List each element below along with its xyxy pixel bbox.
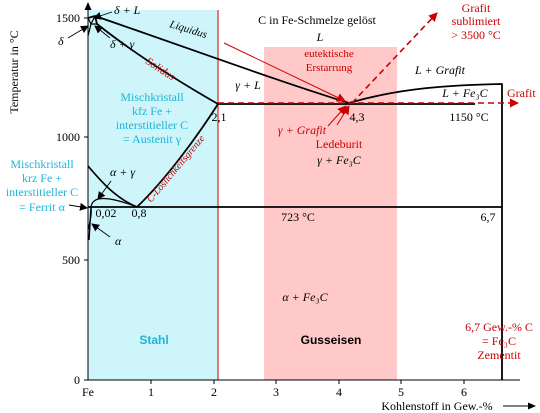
austenit-line: interstitieller C bbox=[116, 118, 188, 132]
austenit-label: Mischkristall kfz Fe + interstitieller C… bbox=[116, 90, 188, 146]
x-axis-title: Kohlenstoff in Gew.-% bbox=[381, 399, 492, 413]
x-tick-label: 3 bbox=[273, 385, 279, 399]
ledeburit-label: Ledeburit bbox=[316, 137, 363, 151]
steel-region-fill bbox=[88, 10, 218, 380]
zementit-line: = Fe₃C bbox=[482, 334, 516, 348]
gamma-L-label: γ + L bbox=[235, 78, 261, 92]
y-tick-label: 500 bbox=[62, 253, 80, 267]
gusseisen-label: Gusseisen bbox=[301, 333, 362, 347]
x-tick-label: 2 bbox=[211, 385, 217, 399]
y-axis-title: Temperatur in °C bbox=[7, 30, 21, 113]
grafit-arrow-label: Grafit bbox=[507, 86, 536, 100]
zementit-label: 6,7 Gew.-% C = Fe₃C Zementit bbox=[465, 320, 533, 362]
zementit-line: 6,7 Gew.-% C bbox=[465, 320, 533, 334]
x-axis-arrow-icon bbox=[528, 402, 536, 410]
grafit-sublimiert-line: Grafit bbox=[462, 1, 491, 15]
stahl-label: Stahl bbox=[139, 333, 168, 347]
gamma-grafit-arrow bbox=[327, 105, 347, 127]
x-tick-label: Fe bbox=[82, 385, 94, 399]
alpha-fe3c-label: α + Fe₃C bbox=[282, 290, 328, 304]
ferrit-line: Mischkristall bbox=[10, 157, 74, 171]
x-tick-label: 1 bbox=[148, 385, 154, 399]
ferrit-line: interstitieller C bbox=[6, 185, 78, 199]
delta-L-label: δ + L bbox=[114, 3, 141, 17]
delta-label: δ bbox=[58, 34, 64, 48]
delta-gamma-arrow bbox=[94, 25, 111, 39]
liquidus-fe3c-line bbox=[348, 83, 503, 380]
alpha-gamma-arrow bbox=[97, 180, 112, 200]
eutektisch-label: eutektische Erstarrung bbox=[304, 48, 354, 74]
value-0-8: 0,8 bbox=[132, 206, 147, 220]
x-tick-label: 4 bbox=[336, 385, 342, 399]
L-fe3c-label: L + Fe₃C bbox=[441, 86, 488, 100]
y-tick-label: 0 bbox=[74, 373, 80, 387]
sublimation-dashed-arrow bbox=[351, 12, 438, 104]
value-4-3: 4,3 bbox=[350, 110, 365, 124]
value-0-02: 0,02 bbox=[96, 206, 117, 220]
y-tick-label: 1000 bbox=[56, 130, 80, 144]
eutektisch-line: Erstarrung bbox=[306, 62, 353, 74]
eutectic-arrow bbox=[223, 42, 346, 102]
grafit-sublimiert-line: sublimiert bbox=[452, 14, 501, 28]
delta-arrow bbox=[67, 25, 89, 39]
austenit-line: kfz Fe + bbox=[132, 104, 172, 118]
value-2-1: 2,1 bbox=[212, 110, 227, 124]
zementit-line: Zementit bbox=[477, 348, 521, 362]
x-ticks bbox=[150, 380, 465, 384]
solubility-limit-line bbox=[136, 103, 219, 208]
alpha-gamma-label: α + γ bbox=[110, 165, 135, 179]
alpha-label: α bbox=[115, 234, 122, 248]
ledeburit-arrow bbox=[336, 105, 350, 126]
delta-gamma-line bbox=[87, 23, 97, 37]
temp-723: 723 °C bbox=[281, 210, 315, 224]
liquidus-line bbox=[87, 15, 350, 104]
delta-gamma-label: δ + γ bbox=[110, 37, 135, 51]
gamma-fe3c-label: γ + Fe₃C bbox=[317, 153, 362, 167]
ferrit-label: Mischkristall krz Fe + interstitieller C… bbox=[6, 157, 78, 214]
L-grafit-label: L + Grafit bbox=[414, 63, 466, 77]
grafit-sublimiert-label: Grafit sublimiert > 3500 °C bbox=[451, 1, 501, 42]
ferrite-boundary-line bbox=[88, 206, 92, 241]
eutektisch-line: eutektische bbox=[304, 48, 354, 60]
y-ticks bbox=[84, 17, 88, 381]
austenit-line: = Austenit γ bbox=[123, 132, 182, 146]
temp-1150: 1150 °C bbox=[449, 110, 488, 124]
ferrit-line: = Ferrit α bbox=[19, 200, 65, 214]
grafit-sublimiert-line: > 3500 °C bbox=[451, 28, 501, 42]
gamma-grafit-label: γ + Grafit bbox=[278, 123, 327, 137]
value-6-7: 6,7 bbox=[481, 210, 496, 224]
x-tick-label: 6 bbox=[461, 385, 467, 399]
solidus-line bbox=[94, 15, 219, 105]
delta-L-arrow bbox=[93, 11, 113, 20]
x-tick-label: 5 bbox=[398, 385, 404, 399]
melt-title: C in Fe-Schmelze gelöst bbox=[258, 13, 376, 27]
alpha-arrow bbox=[91, 223, 111, 238]
austenit-line: Mischkristall bbox=[120, 90, 184, 104]
y-tick-label: 1500 bbox=[56, 11, 80, 25]
ferrit-line: krz Fe + bbox=[22, 171, 62, 185]
y-axis-arrow-icon bbox=[84, 2, 92, 10]
liquid-label: L bbox=[316, 30, 324, 44]
ferrit-arrow bbox=[68, 202, 88, 211]
